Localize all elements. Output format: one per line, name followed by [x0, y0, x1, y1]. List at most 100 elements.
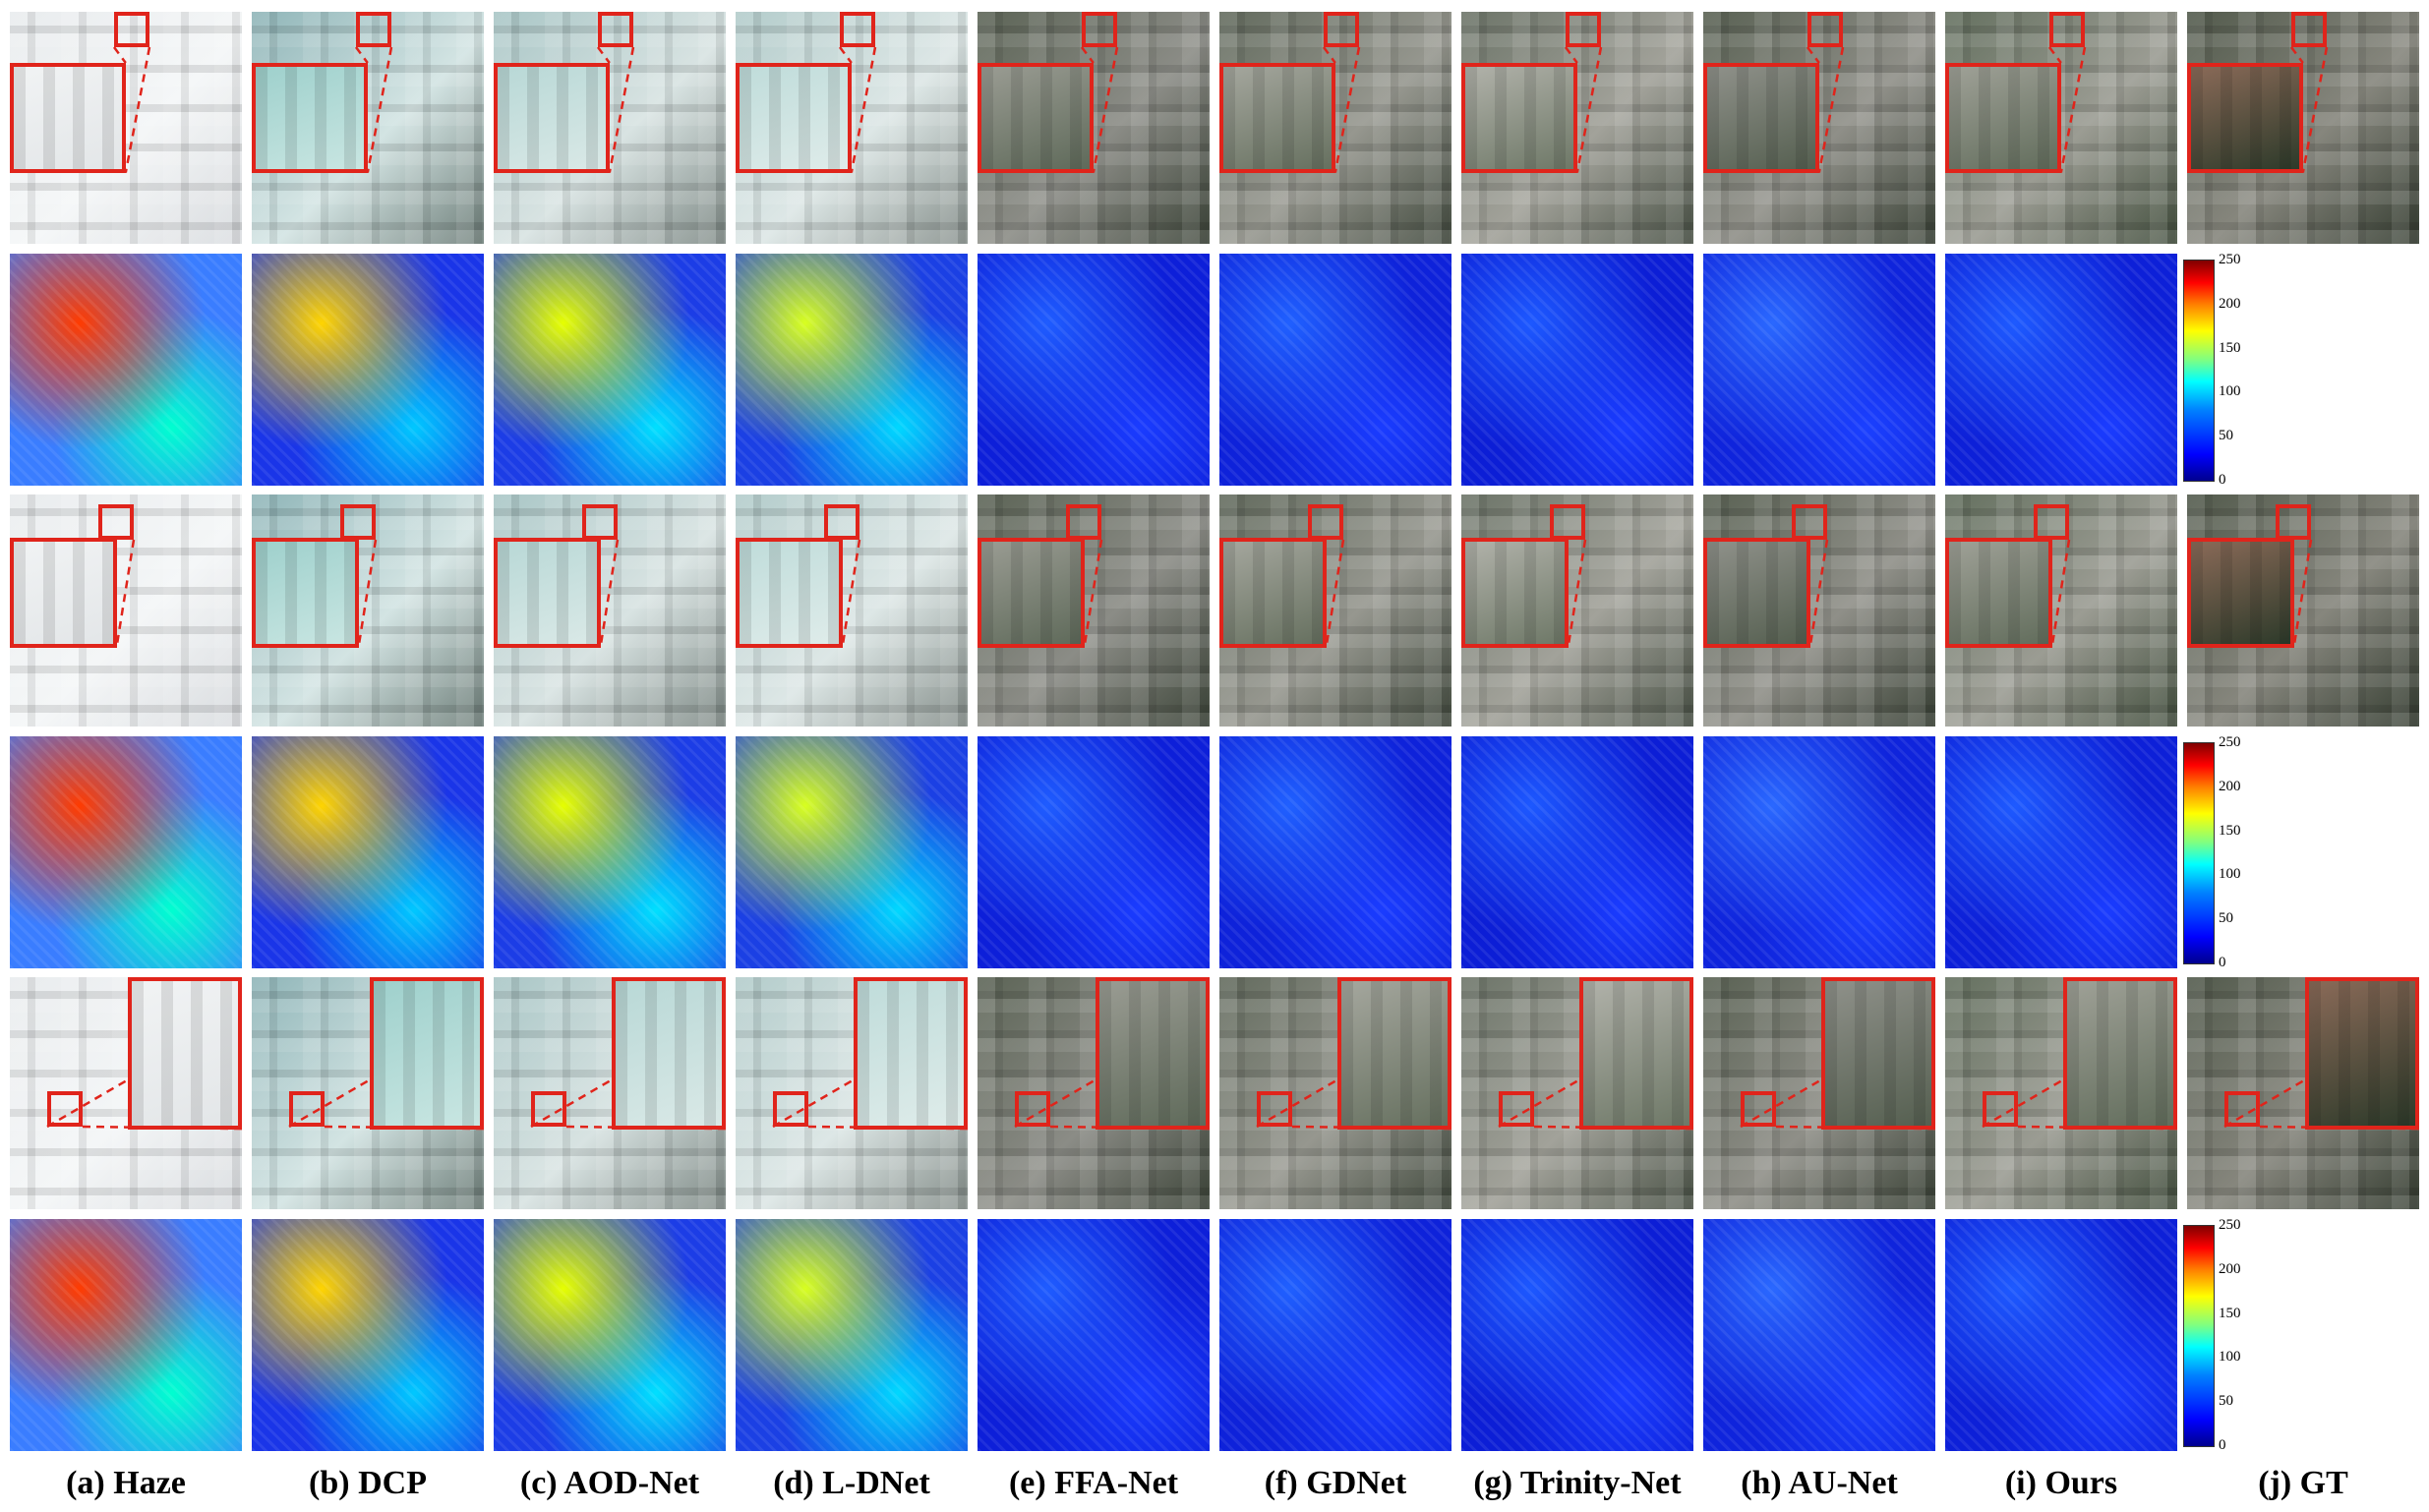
column-caption: (a) Haze: [66, 1465, 186, 1501]
zoom-leader-line: [1092, 46, 1119, 173]
colorbar-tick-label: 50: [2219, 910, 2233, 927]
zoom-region-box: [1257, 1091, 1292, 1127]
zoom-inset: [252, 538, 359, 648]
colorbar-tick-label: 150: [2219, 339, 2241, 356]
result-image: [736, 12, 968, 244]
column-caption: (d) L-DNet: [773, 1465, 930, 1501]
error-map-image: [1461, 254, 1693, 486]
error-map-image: [1703, 736, 1935, 968]
colorbar-tick-label: 200: [2219, 1260, 2241, 1277]
zoom-inset: [2187, 538, 2294, 648]
zoom-leader-line: [354, 46, 369, 64]
error-map-image: [736, 1219, 968, 1451]
zoom-inset: [1219, 63, 1335, 173]
result-image: [1703, 12, 1935, 244]
result-image: [252, 494, 484, 727]
error-map-image: [494, 736, 726, 968]
result-image: [1219, 977, 1451, 1209]
error-map-image: [1703, 254, 1935, 486]
colorbar-tick-label: 100: [2219, 866, 2241, 883]
colorbar: [2183, 260, 2215, 482]
zoom-region-box: [1792, 504, 1827, 540]
column-caption: (b) DCP: [309, 1465, 427, 1501]
error-map-image: [978, 254, 1210, 486]
zoom-region-box: [1807, 12, 1843, 47]
zoom-region-box: [1308, 504, 1343, 540]
error-map-image: [1461, 1219, 1693, 1451]
zoom-inset: [1579, 977, 1693, 1130]
error-map-image: [1219, 1219, 1451, 1451]
column-caption: (g) Trinity-Net: [1473, 1465, 1682, 1501]
zoom-region-box: [2034, 504, 2069, 540]
zoom-region-box: [2049, 12, 2085, 47]
zoom-inset: [1219, 538, 1327, 648]
error-map-image: [1945, 254, 2177, 486]
zoom-region-box: [1550, 504, 1585, 540]
result-image: [494, 977, 726, 1209]
result-image: [2187, 977, 2419, 1209]
zoom-inset: [736, 538, 843, 648]
zoom-region-box: [1741, 1091, 1776, 1127]
colorbar-tick-label: 0: [2219, 955, 2226, 970]
zoom-region-box: [340, 504, 376, 540]
zoom-inset: [1945, 63, 2061, 173]
colorbar-tick-label: 150: [2219, 822, 2241, 839]
zoom-leader-line: [1564, 46, 1578, 64]
colorbar-tick-label: 0: [2219, 1437, 2226, 1453]
zoom-leader-line: [1080, 46, 1095, 64]
zoom-leader-line: [366, 46, 393, 173]
zoom-region-box: [2224, 1091, 2260, 1127]
zoom-leader-line: [1575, 46, 1603, 173]
zoom-leader-line: [124, 46, 151, 173]
error-map-image: [252, 736, 484, 968]
result-image: [1945, 12, 2177, 244]
zoom-inset: [10, 63, 126, 173]
error-map-image: [1703, 1219, 1935, 1451]
error-map-image: [494, 1219, 726, 1451]
column-caption: (e) FFA-Net: [1008, 1465, 1179, 1501]
zoom-inset: [494, 63, 610, 173]
colorbar-tick-label: 250: [2219, 252, 2241, 267]
zoom-inset: [1096, 977, 1210, 1130]
zoom-leader-line: [2292, 539, 2313, 648]
zoom-leader-line: [1083, 539, 1103, 648]
zoom-inset: [978, 538, 1085, 648]
result-image: [10, 494, 242, 727]
result-image: [978, 12, 1210, 244]
zoom-inset: [370, 977, 484, 1130]
result-image: [2187, 12, 2419, 244]
result-image: [978, 977, 1210, 1209]
error-map-image: [978, 736, 1210, 968]
zoom-inset: [1461, 63, 1577, 173]
error-map-image: [10, 254, 242, 486]
zoom-leader-line: [596, 46, 611, 64]
zoom-region-box: [1983, 1091, 2018, 1127]
result-image: [10, 12, 242, 244]
zoom-inset: [1945, 538, 2052, 648]
zoom-leader-line: [2301, 46, 2329, 173]
zoom-region-box: [1566, 12, 1601, 47]
zoom-inset: [736, 63, 852, 173]
result-image: [1219, 494, 1451, 727]
zoom-inset: [494, 538, 601, 648]
error-map-image: [1945, 1219, 2177, 1451]
result-image: [1461, 494, 1693, 727]
zoom-region-box: [114, 12, 149, 47]
zoom-inset: [252, 63, 368, 173]
column-caption: (f) GDNet: [1264, 1465, 1407, 1501]
zoom-region-box: [840, 12, 875, 47]
zoom-inset: [10, 538, 117, 648]
zoom-leader-line: [1808, 539, 1829, 648]
zoom-leader-line: [608, 46, 635, 173]
zoom-leader-line: [112, 46, 127, 64]
result-image: [978, 494, 1210, 727]
zoom-inset: [1703, 63, 1819, 173]
column-caption: (c) AOD-Net: [519, 1465, 700, 1501]
zoom-region-box: [598, 12, 633, 47]
zoom-leader-line: [1325, 539, 1345, 648]
zoom-inset: [1337, 977, 1451, 1130]
zoom-region-box: [2276, 504, 2311, 540]
zoom-leader-line: [1322, 46, 1336, 64]
colorbar-tick-label: 250: [2219, 1217, 2241, 1233]
